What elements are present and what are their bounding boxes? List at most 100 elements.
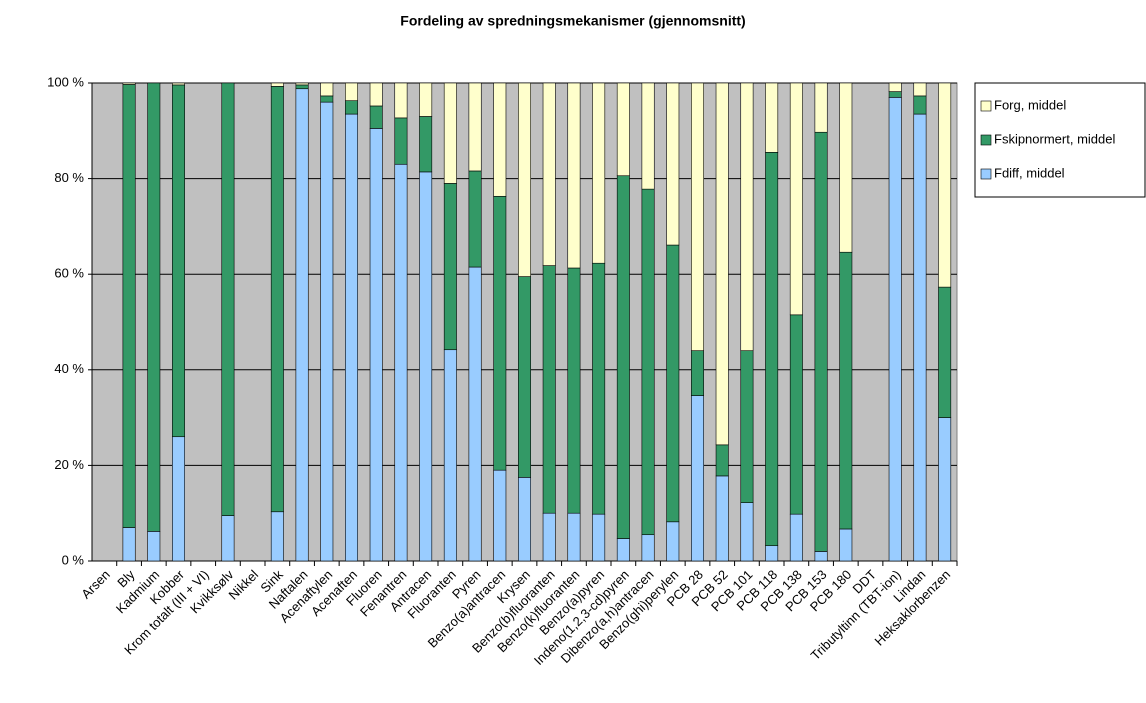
bar-segment <box>666 82 680 246</box>
bar-segment <box>888 82 902 92</box>
bar-segment <box>839 82 853 253</box>
bar-segment <box>789 314 803 515</box>
bar-segment <box>888 91 902 98</box>
legend-label: Forg, middel <box>994 97 1066 112</box>
bar-segment <box>789 513 803 562</box>
bar-segment <box>122 527 136 562</box>
bar-segment <box>518 276 531 478</box>
bar-segment <box>715 82 729 446</box>
bar-segment <box>320 95 334 103</box>
bar-segment <box>270 86 284 513</box>
bar-segment <box>913 82 927 97</box>
bar-segment <box>295 82 309 86</box>
bar-segment <box>122 82 136 85</box>
bar-segment <box>666 521 680 562</box>
bar-segment <box>542 82 556 266</box>
y-tick-label: 40 % <box>54 361 84 376</box>
bar-segment <box>715 475 729 562</box>
bar-segment <box>592 262 606 515</box>
bar-segment <box>443 183 457 351</box>
bar-segment <box>320 82 334 97</box>
bar-segment <box>369 128 383 562</box>
bar-segment <box>369 105 383 129</box>
bar-segment <box>493 195 507 471</box>
bar-segment <box>740 82 754 351</box>
bar-segment <box>345 82 358 101</box>
bar-segment <box>172 436 185 562</box>
bar-segment <box>518 477 531 562</box>
bar-segment <box>641 188 655 536</box>
bar-segment <box>913 95 927 115</box>
bar-segment <box>567 267 581 514</box>
y-tick-label: 80 % <box>54 170 84 185</box>
legend-swatch <box>980 168 992 180</box>
legend-swatch <box>980 100 992 112</box>
bar-segment <box>493 469 507 562</box>
bar-segment <box>839 251 853 530</box>
bar-segment <box>320 101 334 562</box>
bar-segment <box>295 88 309 562</box>
legend-label: Fdiff, middel <box>994 165 1065 180</box>
bar-segment <box>172 84 185 438</box>
bar-segment <box>567 82 581 269</box>
bar-segment <box>419 171 433 562</box>
bar-segment <box>345 100 358 115</box>
bar-segment <box>666 244 680 523</box>
bar-segment <box>270 82 284 87</box>
bar-segment <box>172 82 185 86</box>
legend-swatch <box>980 134 992 146</box>
bar-segment <box>938 82 952 288</box>
bar-segment <box>765 82 779 153</box>
bar-segment <box>443 349 457 562</box>
bar-segment <box>468 170 482 268</box>
bar-segment <box>270 511 284 562</box>
bar-segment <box>221 82 235 516</box>
y-tick-label: 100 % <box>47 74 84 89</box>
legend-box <box>974 82 1146 198</box>
bar-segment <box>814 131 828 552</box>
bar-segment <box>616 538 630 562</box>
bar-segment <box>616 175 630 539</box>
bar-segment <box>394 82 408 119</box>
bar-segment <box>419 82 433 117</box>
x-tick-label: Arsen <box>78 567 113 602</box>
bar-segment <box>147 82 161 532</box>
bar-segment <box>765 545 779 562</box>
bar-segment <box>616 82 630 177</box>
bar-segment <box>641 82 655 190</box>
bar-segment <box>765 152 779 547</box>
bar-segment <box>938 286 952 418</box>
bar-segment <box>740 350 754 503</box>
bar-segment <box>740 502 754 562</box>
bar-segment <box>542 512 556 562</box>
bar-segment <box>592 82 606 264</box>
bar-segment <box>345 113 358 562</box>
y-tick-label: 0 % <box>62 552 85 567</box>
bar-segment <box>443 82 457 184</box>
bar-segment <box>394 163 408 562</box>
chart-title: Fordeling av spredningsmekanismer (gjenn… <box>400 13 745 29</box>
bar-segment <box>691 350 704 396</box>
bar-segment <box>369 82 383 107</box>
bar-segment <box>913 113 927 562</box>
bar-segment <box>691 395 704 562</box>
bar-segment <box>394 117 408 165</box>
bar-segment <box>691 82 704 351</box>
bar-segment <box>592 513 606 562</box>
bar-segment <box>814 551 828 562</box>
bar-segment <box>493 82 507 197</box>
bar-segment <box>938 417 952 562</box>
bar-segment <box>715 444 729 477</box>
y-tick-label: 60 % <box>54 266 84 281</box>
bar-segment <box>888 97 902 562</box>
bar-segment <box>147 531 161 562</box>
y-tick-label: 20 % <box>54 457 84 472</box>
bar-segment <box>789 82 803 316</box>
legend-label: Fskipnormert, middel <box>994 131 1115 146</box>
bar-segment <box>814 82 828 133</box>
bar-segment <box>567 512 581 562</box>
bar-segment <box>641 534 655 562</box>
bar-segment <box>468 266 482 562</box>
bar-segment <box>468 82 482 172</box>
